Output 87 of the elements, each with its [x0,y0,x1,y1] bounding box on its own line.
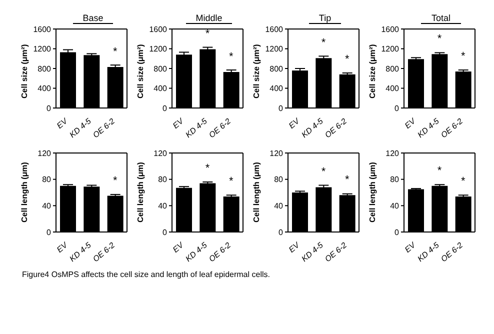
y-tick-label: 800 [270,64,284,74]
x-tick-label: OE 6-2 [439,240,465,264]
y-tick-label: 1200 [149,44,168,54]
y-axis-title: Cell length (μm) [136,162,145,222]
annotation: * [437,164,442,177]
y-tick-label: 1200 [381,44,400,54]
x-tick-label: OE 6-2 [207,240,233,264]
y-tick-label: 0 [278,104,284,113]
chart-title: Tip [308,13,342,24]
x-tick-label: KD 4-5 [416,240,442,264]
x-tick-label: EV [55,116,70,130]
y-axis-title: Cell size (μm²) [252,44,261,98]
annotation: * [321,166,326,178]
y-tick-label: 0 [394,104,400,113]
caption: Figure4 OsMPS affects the cell size and length of leaf epidermal cells. [21,270,271,279]
y-tick-label: 1600 [33,24,52,34]
x-tick-label: KD 4-5 [300,240,326,264]
x-tick-label: KD 4-5 [68,116,94,140]
chart-title: Base [72,13,114,24]
annotation: * [205,28,210,40]
annotation: * [205,162,210,174]
x-tick-label: EV [171,116,186,130]
annotation: * [461,50,466,62]
y-tick-label: 1600 [265,24,284,34]
x-tick-label: OE 6-2 [91,240,117,264]
y-tick-label: 0 [46,104,52,113]
y-tick-label: 80 [158,175,168,184]
annotation: * [113,174,118,187]
annotation: * [229,50,234,63]
annotation: * [321,37,326,50]
x-tick-label: OE 6-2 [323,240,349,264]
y-tick-label: 1200 [33,44,52,54]
x-tick-label: EV [403,116,418,130]
x-tick-label: KD 4-5 [184,116,210,140]
y-tick-label: 1600 [149,24,168,34]
x-tick-label: EV [287,116,302,130]
annotation: * [345,53,350,66]
x-tick-label: KD 4-5 [416,116,442,140]
x-tick-label: KD 4-5 [184,240,210,264]
y-tick-label: 1200 [265,44,284,54]
y-tick-label: 800 [386,64,400,74]
y-tick-label: 0 [162,228,168,237]
chart-title: Total [421,13,460,24]
x-tick-label: OE 6-2 [207,116,233,140]
y-tick-label: 400 [154,84,168,94]
y-axis-title: Cell size (μm²) [20,44,29,98]
y-axis-title: Cell length (μm) [20,162,29,222]
y-tick-label: 0 [394,228,400,237]
chart-title: Middle [186,13,232,24]
y-tick-label: 800 [154,64,168,74]
y-axis-title: Cell length (μm) [368,162,377,222]
y-tick-label: 40 [390,202,400,211]
y-axis-title: Cell size (μm²) [136,44,145,98]
y-tick-label: 0 [46,228,52,237]
annotation: * [437,33,442,46]
y-tick-label: 800 [38,64,52,74]
y-tick-label: 40 [42,202,52,211]
y-tick-label: 120 [386,148,400,158]
y-tick-label: 40 [274,202,284,211]
y-tick-label: 0 [278,228,284,237]
annotation: * [461,175,466,188]
y-tick-label: 80 [42,175,52,184]
x-tick-label: KD 4-5 [300,116,326,140]
x-tick-label: OE 6-2 [439,116,465,140]
annotation: * [229,175,234,188]
x-tick-label: EV [55,240,70,254]
y-axis-title: Cell size (μm²) [368,44,377,98]
x-tick-label: OE 6-2 [91,116,117,140]
y-tick-label: 1600 [381,24,400,34]
y-tick-label: 120 [38,148,52,158]
annotation: * [345,174,350,186]
y-tick-label: 400 [386,84,400,94]
y-tick-label: 400 [38,84,52,94]
x-tick-label: EV [171,240,186,254]
y-tick-label: 120 [154,148,168,158]
y-tick-label: 80 [390,175,400,184]
y-tick-label: 40 [158,202,168,211]
x-tick-label: OE 6-2 [323,116,349,140]
y-axis-title: Cell length (μm) [252,162,261,222]
y-tick-label: 80 [274,175,284,184]
x-tick-label: EV [287,240,302,254]
y-tick-label: 0 [162,104,168,113]
x-tick-label: EV [403,240,418,254]
x-tick-label: KD 4-5 [68,240,94,264]
y-tick-label: 120 [270,148,284,158]
y-tick-label: 400 [270,84,284,94]
annotation: * [113,46,118,58]
